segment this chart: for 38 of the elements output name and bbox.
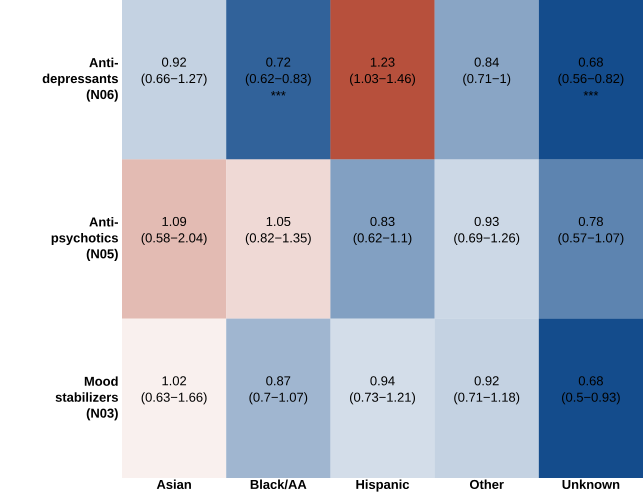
data-label: 0.93 [474, 216, 499, 226]
data-label: 0.78 [578, 216, 603, 226]
data-label: 0.84 [474, 58, 499, 67]
data-label: 0.94 [370, 376, 395, 386]
data-label: 1.09 [162, 216, 186, 226]
x-tick-label: Asian [156, 480, 191, 490]
annotation: (0.62−0.83) *** [246, 74, 311, 96]
annotation: (0.58−2.04) [142, 232, 207, 246]
y-tick-label: Anti-psychotics (N05) [52, 217, 118, 261]
annotation: (0.56−0.82) *** [558, 74, 624, 96]
data-label: 0.92 [474, 376, 499, 386]
data-label: 0.72 [266, 58, 290, 67]
annotation: (0.62−1.1) [354, 232, 412, 246]
data-label: 1.05 [266, 216, 290, 226]
annotation: (0.63−1.66) [142, 392, 207, 404]
annotation: (0.69−1.26) [454, 232, 520, 246]
data-label: 0.83 [370, 216, 395, 226]
annotation: (0.7−1.07) [249, 392, 308, 404]
annotation: (0.73−1.21) [350, 392, 415, 404]
annotation: (0.82−1.35) [246, 232, 311, 246]
annotation: (0.71−1) [463, 74, 510, 86]
x-tick-label: Black/AA [250, 480, 306, 490]
y-tick-label: Mood stabilizers (N03) [56, 376, 118, 420]
annotation: (0.5−0.93) [562, 392, 620, 404]
annotation: (0.71−1.18) [454, 392, 520, 404]
annotation: (1.03−1.46) [350, 74, 415, 86]
data-label: 0.68 [578, 376, 603, 386]
data-label: 1.23 [370, 58, 395, 67]
x-tick-label: Hispanic [356, 480, 410, 492]
annotation: (0.66−1.27) [142, 74, 207, 86]
data-label: 0.92 [162, 58, 186, 67]
data-label: 0.87 [266, 376, 290, 386]
data-label: 0.68 [578, 58, 603, 67]
x-tick-label: Other [470, 480, 504, 490]
x-tick-label: Unknown [562, 480, 620, 490]
y-tick-label: Anti-depressants (N06) [42, 58, 118, 102]
annotation: (0.57−1.07) [558, 232, 624, 246]
data-label: 1.02 [162, 376, 186, 386]
